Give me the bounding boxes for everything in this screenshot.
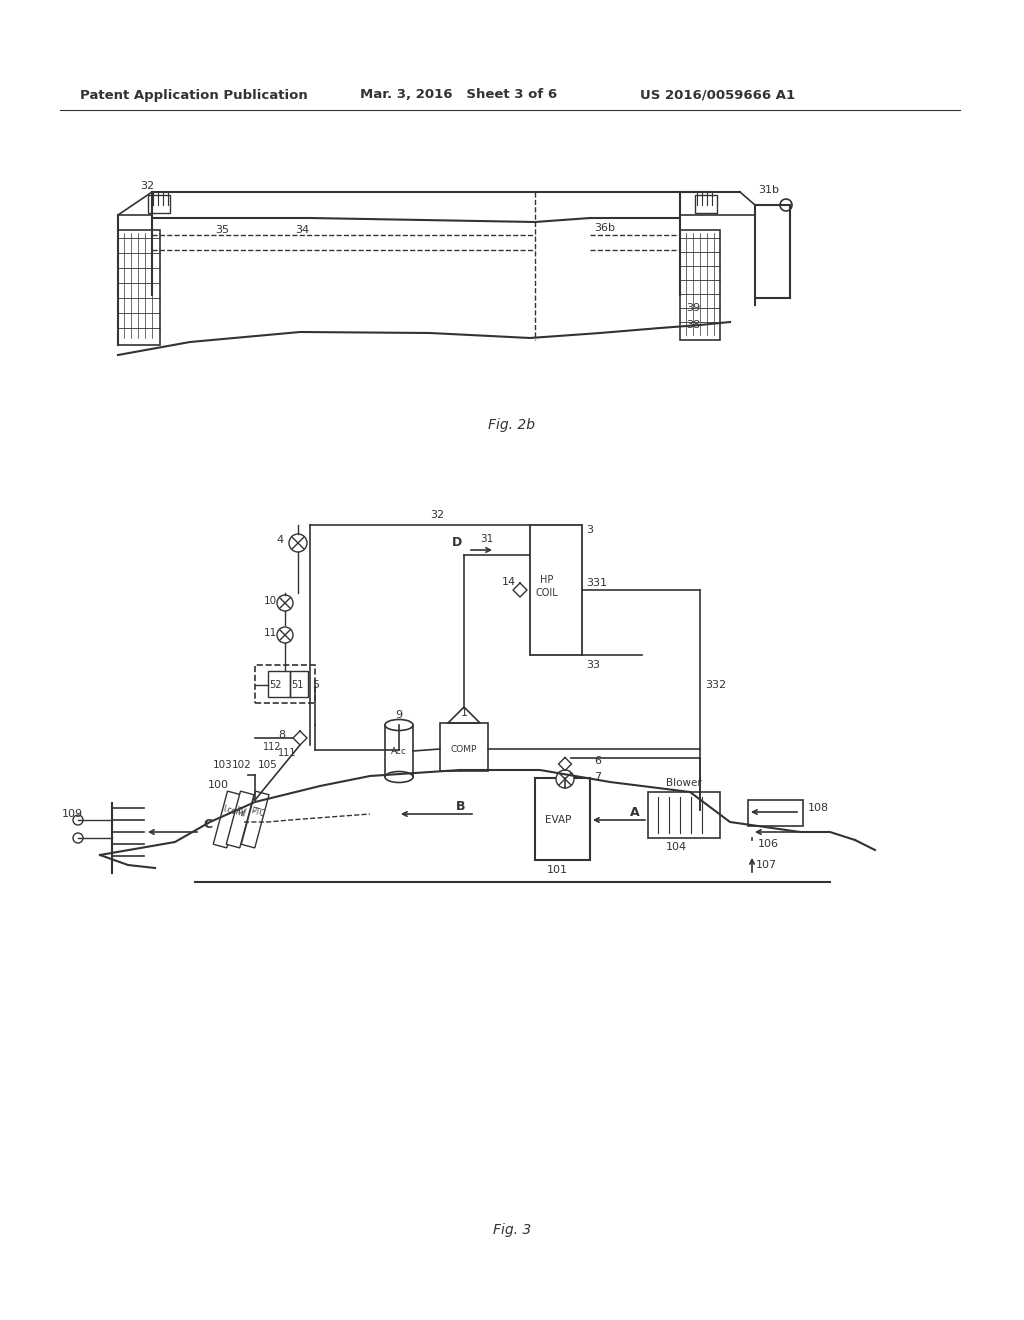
Text: C: C bbox=[203, 817, 212, 830]
Text: 39: 39 bbox=[686, 304, 700, 313]
Text: l.cond: l.cond bbox=[222, 805, 247, 820]
Text: Blower: Blower bbox=[667, 777, 701, 788]
Bar bbox=[242, 791, 269, 847]
Bar bbox=[213, 791, 241, 847]
Text: 36b: 36b bbox=[594, 223, 615, 234]
Text: US 2016/0059666 A1: US 2016/0059666 A1 bbox=[640, 88, 795, 102]
Text: 52: 52 bbox=[269, 680, 282, 690]
Text: 108: 108 bbox=[808, 803, 829, 813]
Text: 4: 4 bbox=[276, 535, 283, 545]
Text: HP: HP bbox=[540, 576, 553, 585]
Text: Fig. 3: Fig. 3 bbox=[493, 1224, 531, 1237]
Bar bbox=[530, 525, 582, 655]
Bar bbox=[680, 230, 720, 341]
Text: PTC: PTC bbox=[250, 805, 266, 818]
Text: 14: 14 bbox=[502, 577, 516, 587]
Text: COIL: COIL bbox=[536, 587, 559, 598]
Text: 10: 10 bbox=[264, 597, 278, 606]
Bar bbox=[748, 800, 803, 826]
Text: 105: 105 bbox=[258, 760, 278, 770]
Text: 101: 101 bbox=[547, 865, 568, 875]
Text: 31: 31 bbox=[480, 535, 494, 544]
Text: 6: 6 bbox=[594, 756, 601, 766]
Text: 100: 100 bbox=[208, 780, 229, 789]
Text: 32: 32 bbox=[140, 181, 155, 191]
Text: 35: 35 bbox=[215, 224, 229, 235]
Circle shape bbox=[289, 535, 307, 552]
Circle shape bbox=[556, 770, 574, 788]
Bar bbox=[118, 230, 160, 345]
Text: 8: 8 bbox=[278, 730, 285, 741]
Text: Patent Application Publication: Patent Application Publication bbox=[80, 88, 308, 102]
Bar bbox=[695, 195, 717, 213]
Text: 102: 102 bbox=[232, 760, 252, 770]
Bar bbox=[268, 671, 290, 697]
Text: 107: 107 bbox=[756, 861, 777, 870]
Text: 7: 7 bbox=[594, 772, 601, 781]
Ellipse shape bbox=[385, 719, 413, 730]
Text: B: B bbox=[456, 800, 466, 813]
Text: 11: 11 bbox=[264, 628, 278, 638]
Text: 32: 32 bbox=[430, 510, 444, 520]
Circle shape bbox=[278, 595, 293, 611]
Text: 104: 104 bbox=[666, 842, 686, 851]
Text: 112: 112 bbox=[263, 742, 282, 752]
Text: 9: 9 bbox=[395, 710, 402, 719]
Circle shape bbox=[278, 627, 293, 643]
Text: 109: 109 bbox=[62, 809, 83, 818]
Ellipse shape bbox=[385, 771, 413, 783]
Text: A: A bbox=[630, 805, 640, 818]
Bar bbox=[648, 792, 720, 838]
Text: Acc: Acc bbox=[391, 747, 407, 755]
Text: COMP: COMP bbox=[451, 744, 477, 754]
Bar bbox=[385, 725, 413, 777]
Text: 34: 34 bbox=[295, 224, 309, 235]
Bar bbox=[290, 671, 308, 697]
Text: 5: 5 bbox=[312, 680, 319, 690]
Text: Mar. 3, 2016   Sheet 3 of 6: Mar. 3, 2016 Sheet 3 of 6 bbox=[360, 88, 557, 102]
Text: 38: 38 bbox=[686, 319, 700, 330]
Text: 332: 332 bbox=[705, 680, 726, 690]
Text: D: D bbox=[452, 536, 462, 549]
Text: EVAP: EVAP bbox=[545, 814, 571, 825]
Bar bbox=[535, 777, 590, 861]
Text: 51: 51 bbox=[291, 680, 303, 690]
Bar bbox=[226, 791, 254, 847]
Text: TV: TV bbox=[234, 807, 247, 817]
Text: 31b: 31b bbox=[758, 185, 779, 195]
Text: 106: 106 bbox=[758, 840, 779, 849]
Text: 103: 103 bbox=[213, 760, 232, 770]
Bar bbox=[440, 723, 488, 771]
Bar bbox=[148, 195, 170, 213]
Text: 331: 331 bbox=[586, 578, 607, 587]
Text: 33: 33 bbox=[586, 660, 600, 671]
Bar bbox=[255, 665, 315, 704]
Text: 111: 111 bbox=[278, 748, 296, 758]
Text: 1: 1 bbox=[461, 708, 468, 718]
Text: 3: 3 bbox=[586, 525, 593, 535]
Text: Fig. 2b: Fig. 2b bbox=[488, 418, 536, 432]
